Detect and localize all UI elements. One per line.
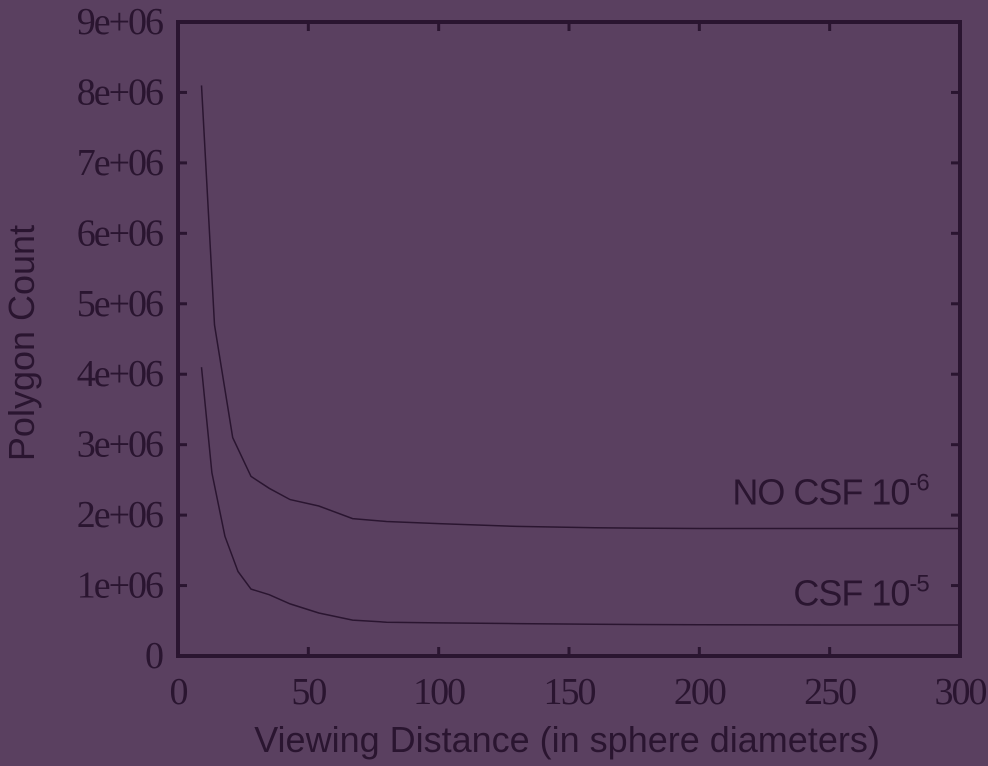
y-tick-label: 1e+06 [77, 565, 163, 607]
x-tick-label: 150 [544, 671, 596, 713]
y-tick-label: 9e+06 [77, 1, 163, 43]
y-tick-label: 2e+06 [77, 494, 163, 536]
series-annotation-2: CSF 10-5 [793, 570, 929, 613]
y-tick-label: 5e+06 [77, 283, 163, 325]
x-axis-title: Viewing Distance (in sphere diameters) [254, 719, 880, 760]
y-tick-label: 4e+06 [77, 353, 163, 395]
x-tick-label: 200 [674, 671, 726, 713]
x-tick-label: 0 [170, 671, 188, 713]
x-tick-label: 50 [291, 671, 326, 713]
plot-frame [176, 20, 962, 658]
x-tick-label: 250 [804, 671, 856, 713]
y-tick-label: 3e+06 [77, 424, 163, 466]
y-axis-title: Polygon Count [1, 225, 42, 461]
series-annotation-1: NO CSF 10-6 [732, 470, 929, 513]
series-line-1 [200, 85, 960, 530]
y-tick-label: 6e+06 [77, 212, 163, 254]
series-line-2 [200, 367, 960, 626]
y-tick-label: 0 [145, 635, 163, 677]
y-tick-label: 8e+06 [77, 71, 163, 113]
x-tick-label: 300 [935, 671, 987, 713]
y-tick-label: 7e+06 [77, 142, 163, 184]
x-tick-label: 100 [413, 671, 465, 713]
